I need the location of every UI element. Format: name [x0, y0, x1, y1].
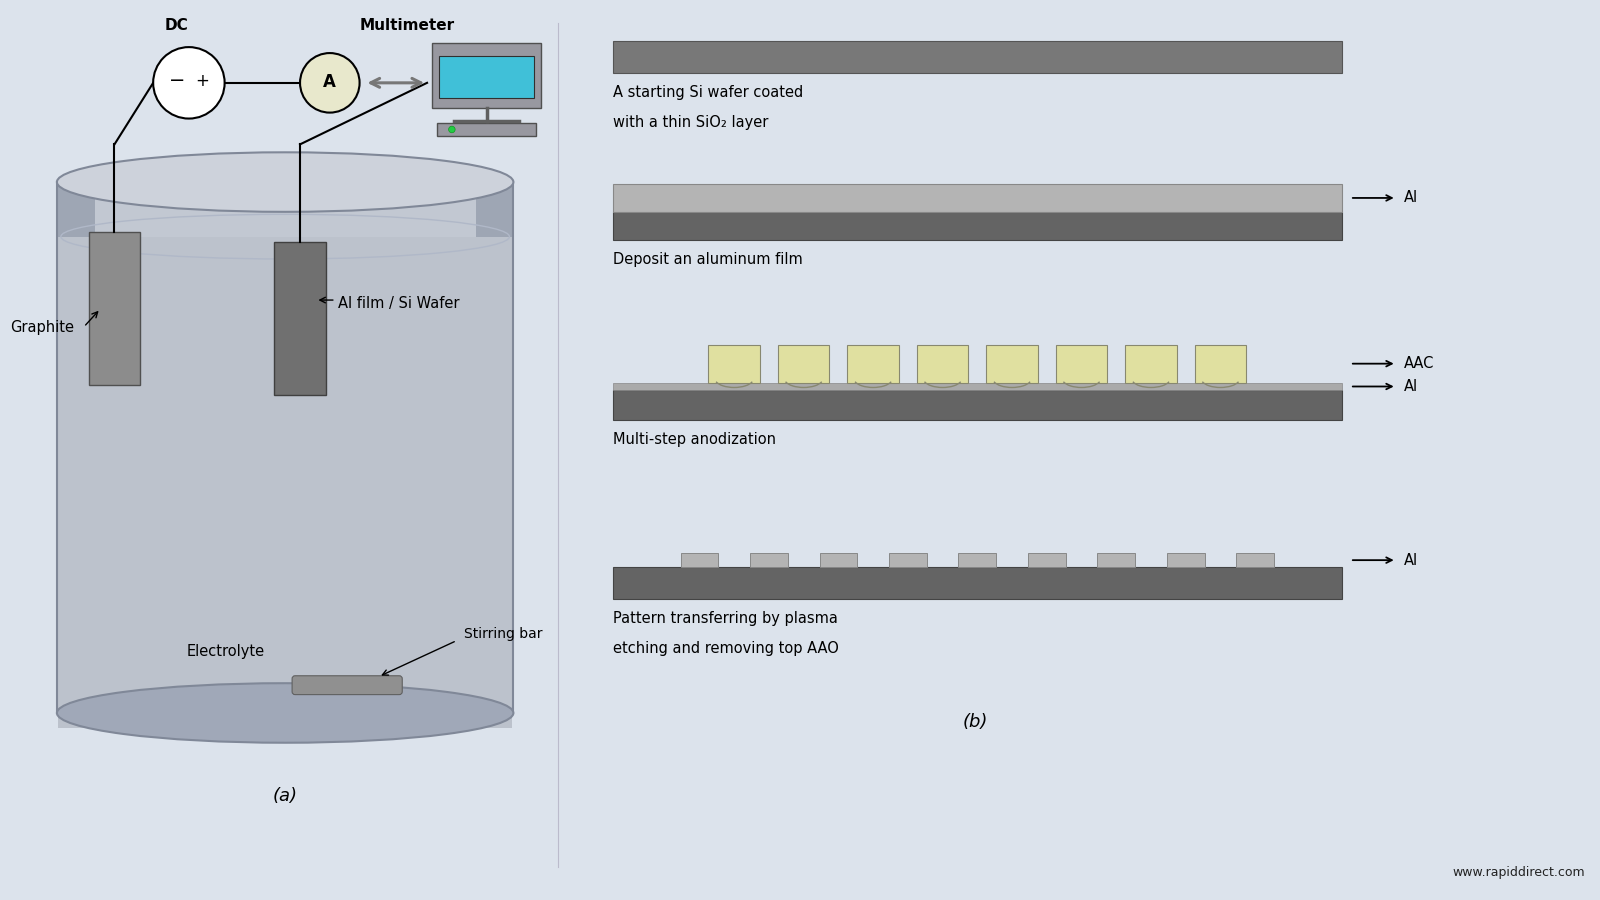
Text: www.rapiddirect.com: www.rapiddirect.com — [1453, 866, 1586, 878]
Text: (a): (a) — [272, 788, 298, 806]
Bar — [917, 345, 968, 382]
Text: Pattern transferring by plasma: Pattern transferring by plasma — [613, 611, 837, 625]
Text: Graphite: Graphite — [10, 320, 74, 335]
FancyBboxPatch shape — [293, 676, 402, 695]
Bar — [958, 554, 997, 567]
Bar — [58, 182, 514, 713]
Bar — [58, 182, 94, 713]
Bar — [1098, 554, 1134, 567]
Ellipse shape — [58, 683, 514, 742]
Bar — [438, 56, 534, 98]
Bar — [613, 382, 1342, 391]
Bar — [709, 345, 760, 382]
Text: Multimeter: Multimeter — [360, 18, 454, 33]
Text: +: + — [195, 72, 208, 90]
Bar — [88, 231, 141, 385]
Bar — [432, 43, 541, 108]
Bar — [1056, 345, 1107, 382]
Text: Al: Al — [1403, 553, 1418, 568]
Text: Deposit an aluminum film: Deposit an aluminum film — [613, 251, 802, 266]
Text: Electrolyte: Electrolyte — [187, 644, 264, 659]
Text: DC: DC — [165, 18, 189, 33]
Text: AAC: AAC — [1403, 356, 1434, 371]
Text: −: − — [170, 71, 186, 90]
Circle shape — [301, 53, 360, 112]
Bar — [58, 237, 512, 728]
Bar — [437, 122, 536, 137]
Bar — [613, 184, 1342, 212]
Bar — [778, 345, 829, 382]
Text: Al: Al — [1403, 191, 1418, 205]
Circle shape — [448, 126, 454, 132]
Text: Al: Al — [1403, 379, 1418, 394]
Text: Stirring bar: Stirring bar — [464, 626, 542, 641]
Bar — [1237, 554, 1274, 567]
Bar — [1195, 345, 1246, 382]
Text: (b): (b) — [962, 713, 987, 731]
Ellipse shape — [58, 152, 514, 212]
Bar — [1125, 345, 1176, 382]
Bar — [986, 345, 1038, 382]
Text: with a thin SiO₂ layer: with a thin SiO₂ layer — [613, 114, 768, 130]
Bar — [680, 554, 718, 567]
Text: A starting Si wafer coated: A starting Si wafer coated — [613, 85, 803, 100]
Text: A: A — [323, 73, 336, 91]
Bar — [750, 554, 787, 567]
Text: Al film / Si Wafer: Al film / Si Wafer — [338, 295, 459, 310]
Bar — [819, 554, 858, 567]
Bar — [613, 212, 1342, 239]
Bar — [1166, 554, 1205, 567]
Text: Multi-step anodization: Multi-step anodization — [613, 432, 776, 447]
Bar — [274, 241, 326, 395]
Bar — [613, 567, 1342, 598]
Text: etching and removing top AAO: etching and removing top AAO — [613, 641, 838, 655]
Bar — [475, 182, 514, 713]
Bar — [848, 345, 899, 382]
Bar — [890, 554, 926, 567]
Bar — [613, 41, 1342, 73]
Circle shape — [154, 47, 224, 119]
Bar — [613, 391, 1342, 420]
Bar — [1027, 554, 1066, 567]
